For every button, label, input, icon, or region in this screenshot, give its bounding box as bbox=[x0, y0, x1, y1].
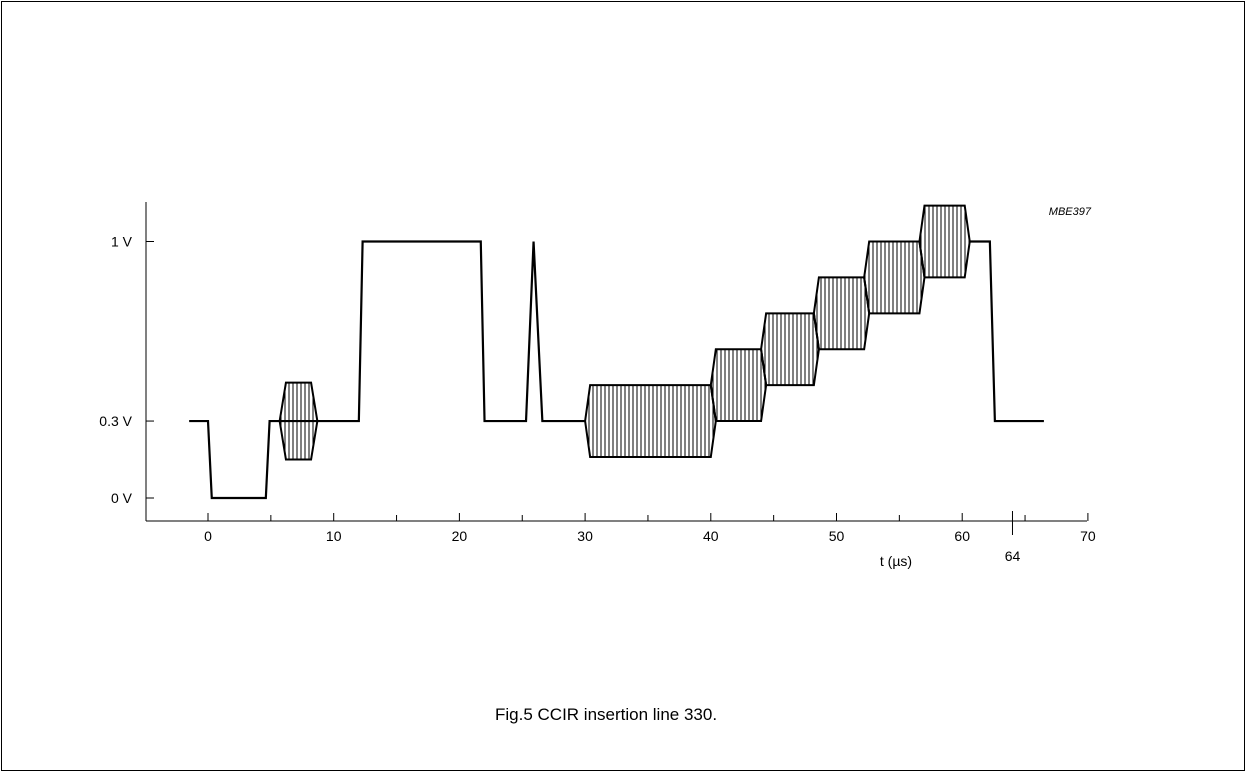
x-tick-label: 70 bbox=[1080, 528, 1096, 544]
y-tick-label: 0 V bbox=[111, 490, 133, 506]
hatched-burst bbox=[863, 240, 926, 315]
x-tick-label: 60 bbox=[954, 528, 970, 544]
hatched-burst bbox=[760, 312, 820, 387]
x-special-tick-label: 64 bbox=[1005, 548, 1021, 564]
waveform-tail-line bbox=[969, 240, 1044, 423]
y-tick-label: 0.3 V bbox=[99, 413, 132, 429]
waveform-trace bbox=[189, 240, 1044, 500]
axis-labels: 0 V 0.3 V 1 V 0 10 20 30 40 50 60 70 64 bbox=[99, 234, 1096, 565]
x-tick-label: 30 bbox=[577, 528, 593, 544]
figure-ref-code: MBE397 bbox=[1049, 206, 1092, 218]
hatched-burst bbox=[812, 276, 871, 351]
x-axis-title: t (µs) bbox=[880, 553, 912, 569]
y-tick-label: 1 V bbox=[111, 234, 133, 250]
hatched-burst bbox=[709, 348, 768, 423]
x-tick-label: 10 bbox=[326, 528, 342, 544]
x-tick-label: 50 bbox=[829, 528, 845, 544]
hatched-bursts bbox=[278, 204, 971, 461]
hatched-burst bbox=[918, 204, 971, 279]
axes bbox=[145, 202, 1089, 535]
figure-caption: Fig.5 CCIR insertion line 330. bbox=[495, 705, 717, 724]
hatched-burst bbox=[584, 384, 717, 458]
x-tick-label: 40 bbox=[703, 528, 719, 544]
x-tick-label: 20 bbox=[452, 528, 468, 544]
x-tick-label: 0 bbox=[204, 528, 212, 544]
waveform-line bbox=[189, 240, 586, 500]
